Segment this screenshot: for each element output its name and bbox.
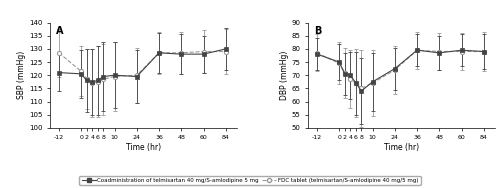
Text: B: B bbox=[314, 26, 321, 36]
Legend: Coadministration of telmisartan 40 mg/S-amlodipine 5 mg, FDC tablet (telmisartan: Coadministration of telmisartan 40 mg/S-… bbox=[80, 176, 420, 185]
X-axis label: Time (hr): Time (hr) bbox=[126, 143, 161, 152]
Text: A: A bbox=[56, 26, 63, 36]
Y-axis label: SBP (mmHg): SBP (mmHg) bbox=[17, 51, 26, 99]
Y-axis label: DBP (mmHg): DBP (mmHg) bbox=[280, 51, 288, 100]
X-axis label: Time (hr): Time (hr) bbox=[384, 143, 419, 152]
